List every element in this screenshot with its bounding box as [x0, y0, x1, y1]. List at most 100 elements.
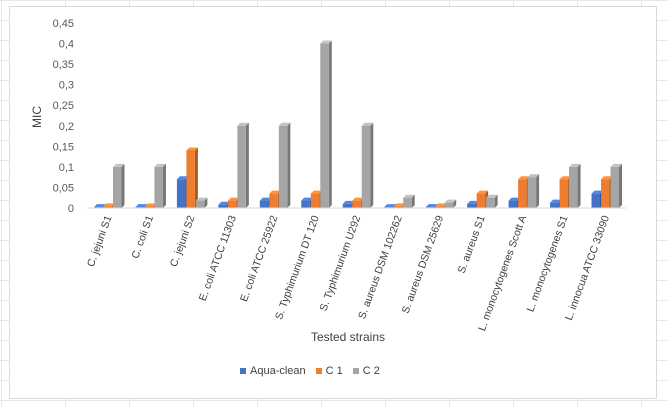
bar-side [536, 174, 540, 208]
bar[interactable] [144, 206, 154, 208]
bar-top [384, 204, 396, 208]
y-tick-label: 0,1 [59, 162, 74, 174]
bar-top [476, 190, 489, 194]
x-axis-categories: C. jejuni S1 C. coli S1 C. jejuni S2 E. col… [85, 214, 612, 333]
bar[interactable] [237, 125, 246, 208]
bar[interactable] [218, 204, 227, 208]
bar-top [186, 147, 198, 151]
bar[interactable] [227, 200, 237, 208]
bar-top [527, 174, 540, 178]
bar[interactable] [467, 203, 476, 208]
bar[interactable] [444, 202, 454, 208]
bar-top [195, 197, 208, 201]
bar[interactable] [320, 43, 329, 208]
legend-label: C 1 [325, 365, 343, 377]
x-category-label: E. coli ATCC 25922 [238, 214, 280, 304]
bar[interactable] [154, 166, 163, 208]
bar[interactable] [486, 197, 495, 208]
y-tick-label: 0 [68, 203, 74, 215]
x-category-label: C. jejuni S1 [85, 214, 115, 269]
bar[interactable] [518, 179, 527, 208]
bar-top [135, 204, 147, 208]
bar-side [121, 163, 125, 208]
bar-top [93, 204, 106, 208]
bar[interactable] [259, 200, 269, 208]
bar-top [550, 199, 562, 203]
bar[interactable] [591, 193, 601, 208]
bar-top [610, 163, 623, 167]
bar[interactable] [301, 200, 310, 208]
bar-top [237, 122, 249, 126]
bar[interactable] [352, 200, 361, 208]
legend-swatch [352, 368, 359, 374]
bar-top [435, 203, 447, 207]
bar[interactable] [269, 193, 278, 208]
bar[interactable] [403, 197, 412, 208]
legend-swatch [240, 368, 246, 374]
bar[interactable] [112, 166, 122, 208]
bar-top [352, 197, 364, 201]
legend-label: Aqua-clean [250, 365, 306, 377]
bar-side [162, 163, 166, 208]
y-tick-label: 0,2 [59, 121, 74, 133]
legend: Aqua-clean C 1 C 2 [0, 365, 667, 381]
bar[interactable] [527, 177, 537, 208]
bar-top [591, 190, 604, 194]
bar[interactable] [610, 166, 620, 208]
x-category-label: C. coli S1 [129, 214, 156, 260]
bar[interactable] [569, 166, 578, 208]
bar-side [328, 40, 332, 208]
bar-top [393, 203, 406, 207]
bar[interactable] [278, 125, 288, 208]
bar[interactable] [393, 206, 403, 208]
bar[interactable] [186, 150, 195, 208]
bar-top [218, 201, 230, 205]
bar-top [259, 197, 272, 201]
x-category-label: S. Typhimurium DT 120 [273, 214, 322, 322]
bar[interactable] [195, 200, 205, 208]
bar[interactable] [361, 125, 371, 208]
y-tick-label: 0,15 [53, 141, 74, 153]
bar[interactable] [103, 206, 112, 208]
y-tick-label: 0,4 [59, 39, 74, 51]
bar-side [577, 163, 581, 208]
x-category-label: S. aureus S1 [456, 214, 488, 275]
bar[interactable] [310, 193, 320, 208]
bar[interactable] [342, 203, 352, 208]
x-category-label: L. innocua ATCC 33090 [563, 214, 612, 322]
bar-top [361, 122, 374, 126]
x-category-label: C. jejuni S2 [168, 214, 198, 269]
y-tick-label: 0,05 [53, 182, 74, 194]
bar-side [194, 147, 198, 208]
bar-top [444, 199, 457, 203]
bar-top [154, 163, 166, 167]
bar-side [245, 122, 249, 208]
bar-top [320, 40, 332, 44]
bar-side [494, 194, 498, 208]
bar[interactable] [476, 193, 486, 208]
bar-side [287, 122, 291, 208]
bar[interactable] [550, 202, 559, 208]
bar-top [310, 190, 323, 194]
bar[interactable] [176, 179, 186, 208]
legend-label: C 2 [362, 365, 380, 377]
bar-top [518, 176, 530, 180]
legend-item: C 1 [315, 365, 343, 377]
bar-top [144, 203, 157, 207]
bar-top [227, 197, 240, 201]
bar-top [559, 176, 572, 180]
bars [93, 40, 623, 208]
bar[interactable] [508, 200, 518, 208]
bar-top [301, 197, 313, 201]
bar-side [453, 199, 457, 208]
bar[interactable] [559, 179, 569, 208]
bar[interactable] [601, 179, 610, 208]
y-tick-label: 0,35 [53, 59, 74, 71]
legend-swatch [315, 368, 322, 374]
bar[interactable] [435, 206, 444, 208]
bar-top [467, 200, 479, 204]
x-category-label: S. aureus DSM 25629 [400, 214, 447, 315]
bar-side [204, 197, 208, 208]
legend-item: C 2 [352, 365, 380, 377]
x-category-label: E. coli ATCC 11303 [197, 214, 239, 303]
